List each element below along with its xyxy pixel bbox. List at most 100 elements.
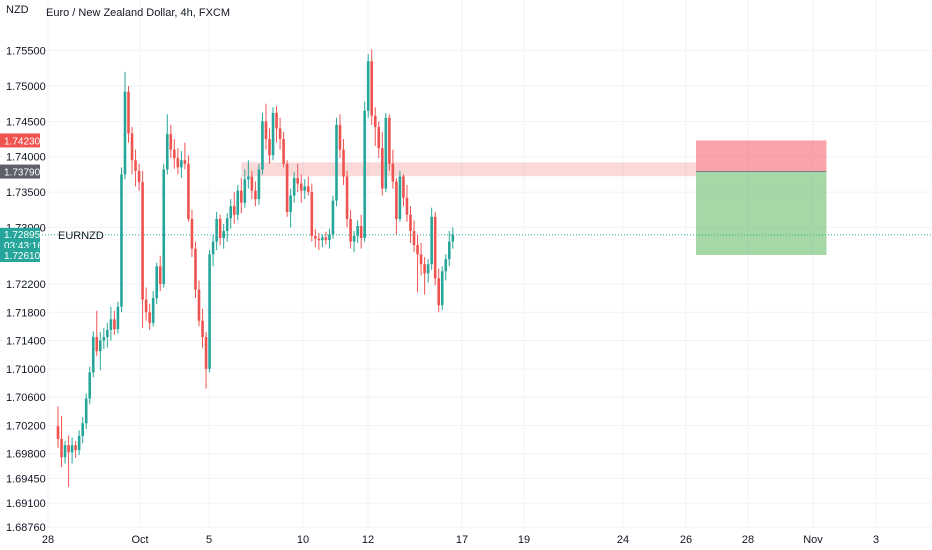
y-tick-label: 1.71000: [6, 364, 46, 376]
y-tick-label: 1.74000: [6, 152, 46, 164]
candle-body: [165, 134, 169, 170]
candle: [215, 211, 218, 251]
candle: [144, 287, 148, 321]
candle-body: [60, 438, 63, 458]
last-price-tag-bg: [0, 227, 40, 252]
candle: [402, 174, 405, 207]
candle-body: [254, 190, 257, 200]
candle: [81, 416, 84, 444]
y-tick-label: 1.68760: [6, 522, 46, 534]
candle: [127, 86, 130, 143]
candle-body: [257, 169, 261, 200]
candle-body: [433, 216, 437, 279]
candle: [349, 209, 352, 249]
candle: [384, 112, 388, 193]
candle: [356, 220, 359, 243]
candle-body: [187, 163, 190, 219]
candle: [352, 230, 356, 253]
candle-body: [451, 234, 455, 242]
candle: [426, 259, 430, 283]
y-tick-label: 1.70200: [6, 420, 46, 432]
candle: [437, 268, 440, 313]
candle: [306, 176, 310, 196]
candle: [243, 169, 247, 208]
candle-body: [173, 149, 176, 159]
candle-body: [289, 195, 292, 212]
candle-body: [130, 133, 134, 161]
candle: [77, 430, 81, 456]
price-tag: 1.73790: [0, 164, 41, 179]
candle-body: [74, 445, 77, 451]
candle-body: [91, 337, 95, 373]
candle: [314, 228, 317, 248]
candle-body: [366, 61, 370, 111]
candle: [123, 71, 127, 180]
candle: [197, 280, 201, 327]
candle-body: [306, 186, 310, 193]
time-axis[interactable]: 28 Oct 5 10 12 17 19 24 26 28 Nov 3: [42, 534, 879, 546]
candle-body: [208, 254, 211, 369]
candle: [412, 220, 416, 253]
candle: [194, 241, 197, 299]
candle: [440, 266, 444, 311]
candle-body: [314, 235, 317, 239]
candle: [416, 234, 419, 293]
candle: [120, 167, 123, 313]
candle-body: [240, 190, 243, 203]
candle-body: [211, 241, 215, 255]
price-tag-label: 1.72610: [4, 251, 41, 262]
y-tick-label: 1.71400: [6, 336, 46, 348]
y-tick-label: 1.69800: [6, 449, 46, 461]
candle: [395, 177, 398, 235]
candle: [324, 231, 328, 245]
candle-body: [229, 206, 233, 219]
x-tick-label: 10: [297, 534, 309, 546]
candle-body: [395, 181, 398, 219]
candle-body: [377, 127, 381, 149]
candle: [70, 437, 74, 464]
price-axis[interactable]: 1.755001.750001.745001.740001.735001.730…: [6, 46, 46, 535]
candle-body: [137, 170, 141, 183]
candle: [187, 155, 190, 222]
candle-body: [158, 266, 162, 284]
y-tick-label: 1.74500: [6, 116, 46, 128]
candle: [335, 117, 338, 207]
x-tick-label: 28: [42, 534, 54, 546]
x-tick-label: 12: [362, 534, 374, 546]
candle: [292, 172, 296, 203]
candle-body: [391, 163, 395, 182]
candle-body: [109, 319, 113, 330]
y-tick-label: 1.69450: [6, 473, 46, 485]
candle: [363, 101, 366, 242]
candle: [204, 332, 208, 389]
candle-body: [215, 218, 218, 242]
candle-body: [113, 319, 116, 330]
candle-body: [328, 234, 331, 241]
candle: [106, 322, 109, 348]
candle-body: [402, 176, 405, 198]
bar-countdown: 03:43:16: [4, 241, 43, 252]
candle-body: [67, 445, 70, 453]
y-tick-label: 1.70600: [6, 392, 46, 404]
candle: [268, 128, 271, 164]
candle-body: [275, 112, 278, 129]
x-tick-label: 28: [742, 534, 754, 546]
candle-body: [183, 160, 187, 164]
stop-loss-zone: [696, 140, 827, 172]
candle: [218, 214, 222, 246]
candle-body: [197, 289, 201, 321]
chart-zones: [0, 140, 932, 255]
candle-body: [359, 226, 363, 239]
price-tag-bg: [0, 133, 40, 148]
candle: [285, 160, 289, 217]
candle-body: [134, 160, 137, 171]
candle-body: [144, 299, 148, 313]
candle-body: [345, 176, 349, 219]
candle: [137, 163, 141, 191]
candle-body: [222, 230, 225, 239]
x-tick-label: 26: [680, 534, 692, 546]
candle-body: [151, 298, 155, 323]
candle-body: [423, 264, 426, 274]
